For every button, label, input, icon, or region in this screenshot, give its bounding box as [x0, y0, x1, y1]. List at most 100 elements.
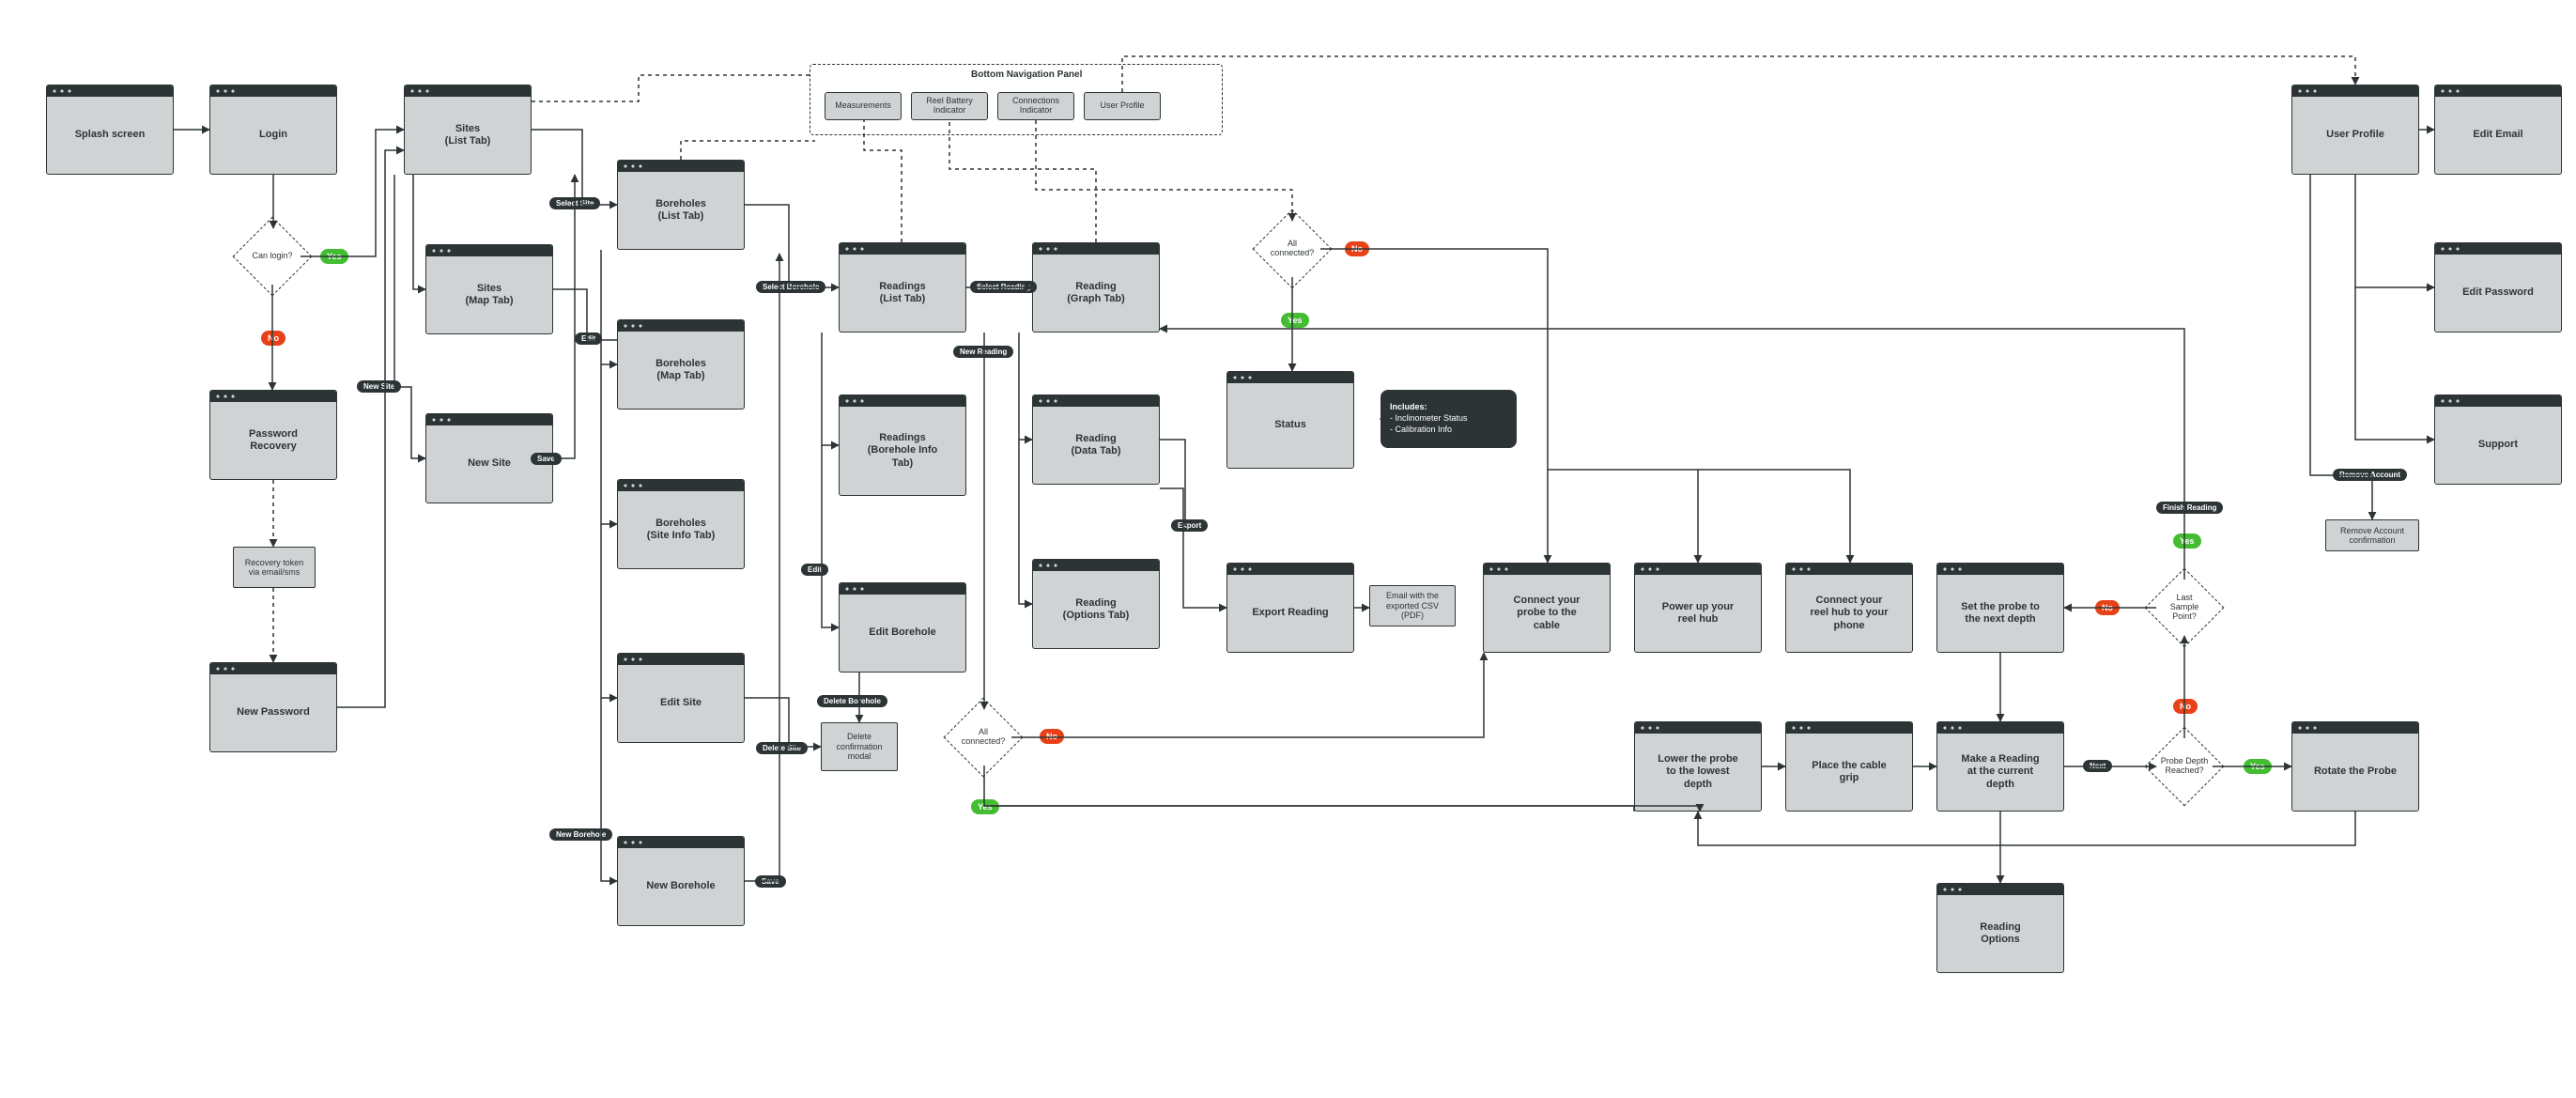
bubble-title: Includes: — [1390, 402, 1468, 413]
screen-set-probe-next: Set the probe tothe next depth — [1936, 563, 2064, 653]
screen-edit-email: Edit Email — [2434, 85, 2562, 175]
edge-label-edit: Edit — [575, 332, 602, 345]
edge-label-select-reading: Select Reading — [970, 281, 1037, 293]
screen-support: Support — [2434, 394, 2562, 485]
edge-label-delete-borehole: Delete Borehole — [817, 695, 887, 707]
screen-password-recovery: PasswordRecovery — [209, 390, 337, 480]
screen-new-borehole: New Borehole — [617, 836, 745, 926]
edge-label-remove-account: Remove Account — [2333, 469, 2407, 481]
screen-sites-list: Sites(List Tab) — [404, 85, 532, 175]
screen-label: Power up yourreel hub — [1635, 575, 1761, 652]
edge-label-edit: Edit — [801, 564, 828, 576]
screen-reading-graph: Reading(Graph Tab) — [1032, 242, 1160, 332]
screen-label: Readings(List Tab) — [840, 255, 965, 332]
screen-lower-probe: Lower the probeto the lowestdepth — [1634, 721, 1762, 812]
screen-edit-site: Edit Site — [617, 653, 745, 743]
diamond-can-login: Can login? — [244, 228, 301, 285]
screen-label: Login — [210, 97, 336, 174]
screen-label: Reading(Graph Tab) — [1033, 255, 1159, 332]
screen-label: Export Reading — [1227, 575, 1353, 652]
screen-label: Rotate the Probe — [2292, 734, 2418, 811]
screen-label: Lower the probeto the lowestdepth — [1635, 734, 1761, 811]
diamond-all-connected-1: Allconnected? — [1264, 221, 1320, 277]
screen-splash: Splash screen — [46, 85, 174, 175]
bottom-nav-profile: User Profile — [1084, 92, 1161, 120]
edge-label-select-site: Select Site — [549, 197, 600, 209]
screen-connect-hub-phone: Connect yourreel hub to yourphone — [1785, 563, 1913, 653]
screen-boreholes-map: Boreholes(Map Tab) — [617, 319, 745, 410]
edge-label-select-borehole: Select Borehole — [756, 281, 825, 293]
chip-yes: Yes — [2173, 534, 2201, 549]
edge-label-new-reading: New Reading — [953, 346, 1013, 358]
screen-label: Reading(Options Tab) — [1033, 571, 1159, 648]
bottom-nav-title: Bottom Navigation Panel — [971, 70, 1082, 80]
chip-yes: Yes — [971, 799, 999, 814]
screen-label: User Profile — [2292, 97, 2418, 174]
screen-label: Boreholes(Site Info Tab) — [618, 491, 744, 568]
edge-label-delete-site: Delete Site — [756, 742, 808, 754]
edge-label-next: Next — [2083, 760, 2112, 772]
screen-label: Status — [1227, 383, 1353, 468]
chip-no: No — [2173, 699, 2198, 714]
screen-boreholes-siteinfo: Boreholes(Site Info Tab) — [617, 479, 745, 569]
note-delete-conf: Deleteconfirmationmodal — [821, 722, 898, 771]
screen-label: Edit Password — [2435, 255, 2561, 332]
screen-status: Status — [1226, 371, 1354, 469]
edge-label-save: Save — [531, 453, 562, 465]
screen-make-reading: Make a Readingat the currentdepth — [1936, 721, 2064, 812]
screen-label: Edit Borehole — [840, 595, 965, 672]
screen-label: Set the probe tothe next depth — [1937, 575, 2063, 652]
note-email-csv: Email with theexported CSV(PDF) — [1369, 585, 1456, 626]
chip-no: No — [1345, 241, 1369, 256]
screen-label: New Borehole — [618, 848, 744, 925]
screen-power-up-hub: Power up yourreel hub — [1634, 563, 1762, 653]
screen-place-cable-grip: Place the cablegrip — [1785, 721, 1913, 812]
chip-yes: Yes — [2244, 759, 2272, 774]
screen-new-password: New Password — [209, 662, 337, 752]
screen-label: Readings(Borehole InfoTab) — [840, 407, 965, 495]
screen-label: Sites(List Tab) — [405, 97, 531, 174]
chip-yes: Yes — [1281, 313, 1309, 328]
screen-readings-list: Readings(List Tab) — [839, 242, 966, 332]
screen-reading-options-2: ReadingOptions — [1936, 883, 2064, 973]
screen-login: Login — [209, 85, 337, 175]
screen-boreholes-list: Boreholes(List Tab) — [617, 160, 745, 250]
screen-label: Edit Email — [2435, 97, 2561, 174]
screen-rotate-probe: Rotate the Probe — [2291, 721, 2419, 812]
edge-label-new-site: New Site — [357, 380, 401, 393]
screen-readings-boreinfo: Readings(Borehole InfoTab) — [839, 394, 966, 496]
edge-label-export: Export — [1171, 519, 1208, 532]
status-bubble: Includes: - Inclinometer Status - Calibr… — [1381, 390, 1517, 448]
note-recovery-token: Recovery tokenvia email/sms — [233, 547, 316, 588]
screen-label: Edit Site — [618, 665, 744, 742]
screen-sites-map: Sites(Map Tab) — [425, 244, 553, 334]
bottom-nav-connections: ConnectionsIndicator — [997, 92, 1074, 120]
screen-export-reading: Export Reading — [1226, 563, 1354, 653]
chip-yes: Yes — [320, 249, 348, 264]
screen-label: PasswordRecovery — [210, 402, 336, 479]
bottom-nav-measurements: Measurements — [825, 92, 902, 120]
screen-label: Sites(Map Tab) — [426, 256, 552, 333]
edge-label-new-borehole: New Borehole — [549, 828, 612, 841]
screen-label: Connect yourreel hub to yourphone — [1786, 575, 1912, 652]
screen-edit-password: Edit Password — [2434, 242, 2562, 332]
screen-label: Connect yourprobe to thecable — [1484, 575, 1610, 652]
screen-connect-probe: Connect yourprobe to thecable — [1483, 563, 1611, 653]
edge-label-save: Save — [755, 875, 786, 888]
diamond-last-sample: LastSamplePoint? — [2156, 580, 2213, 636]
screen-label: Splash screen — [47, 97, 173, 174]
edge-label-finish-reading: Finish Reading — [2156, 502, 2223, 514]
diamond-all-connected-2: Allconnected? — [955, 709, 1011, 766]
screen-label: Support — [2435, 407, 2561, 484]
chip-no: No — [261, 331, 285, 346]
chip-no: No — [2095, 600, 2120, 615]
edges-layer — [0, 0, 2576, 1098]
screen-user-profile-right: User Profile — [2291, 85, 2419, 175]
bubble-line1: - Inclinometer Status — [1390, 413, 1468, 425]
screen-reading-options: Reading(Options Tab) — [1032, 559, 1160, 649]
chip-no: No — [1040, 729, 1064, 744]
screen-edit-borehole: Edit Borehole — [839, 582, 966, 673]
screen-label: ReadingOptions — [1937, 895, 2063, 972]
screen-label: New Password — [210, 674, 336, 751]
screen-reading-data: Reading(Data Tab) — [1032, 394, 1160, 485]
